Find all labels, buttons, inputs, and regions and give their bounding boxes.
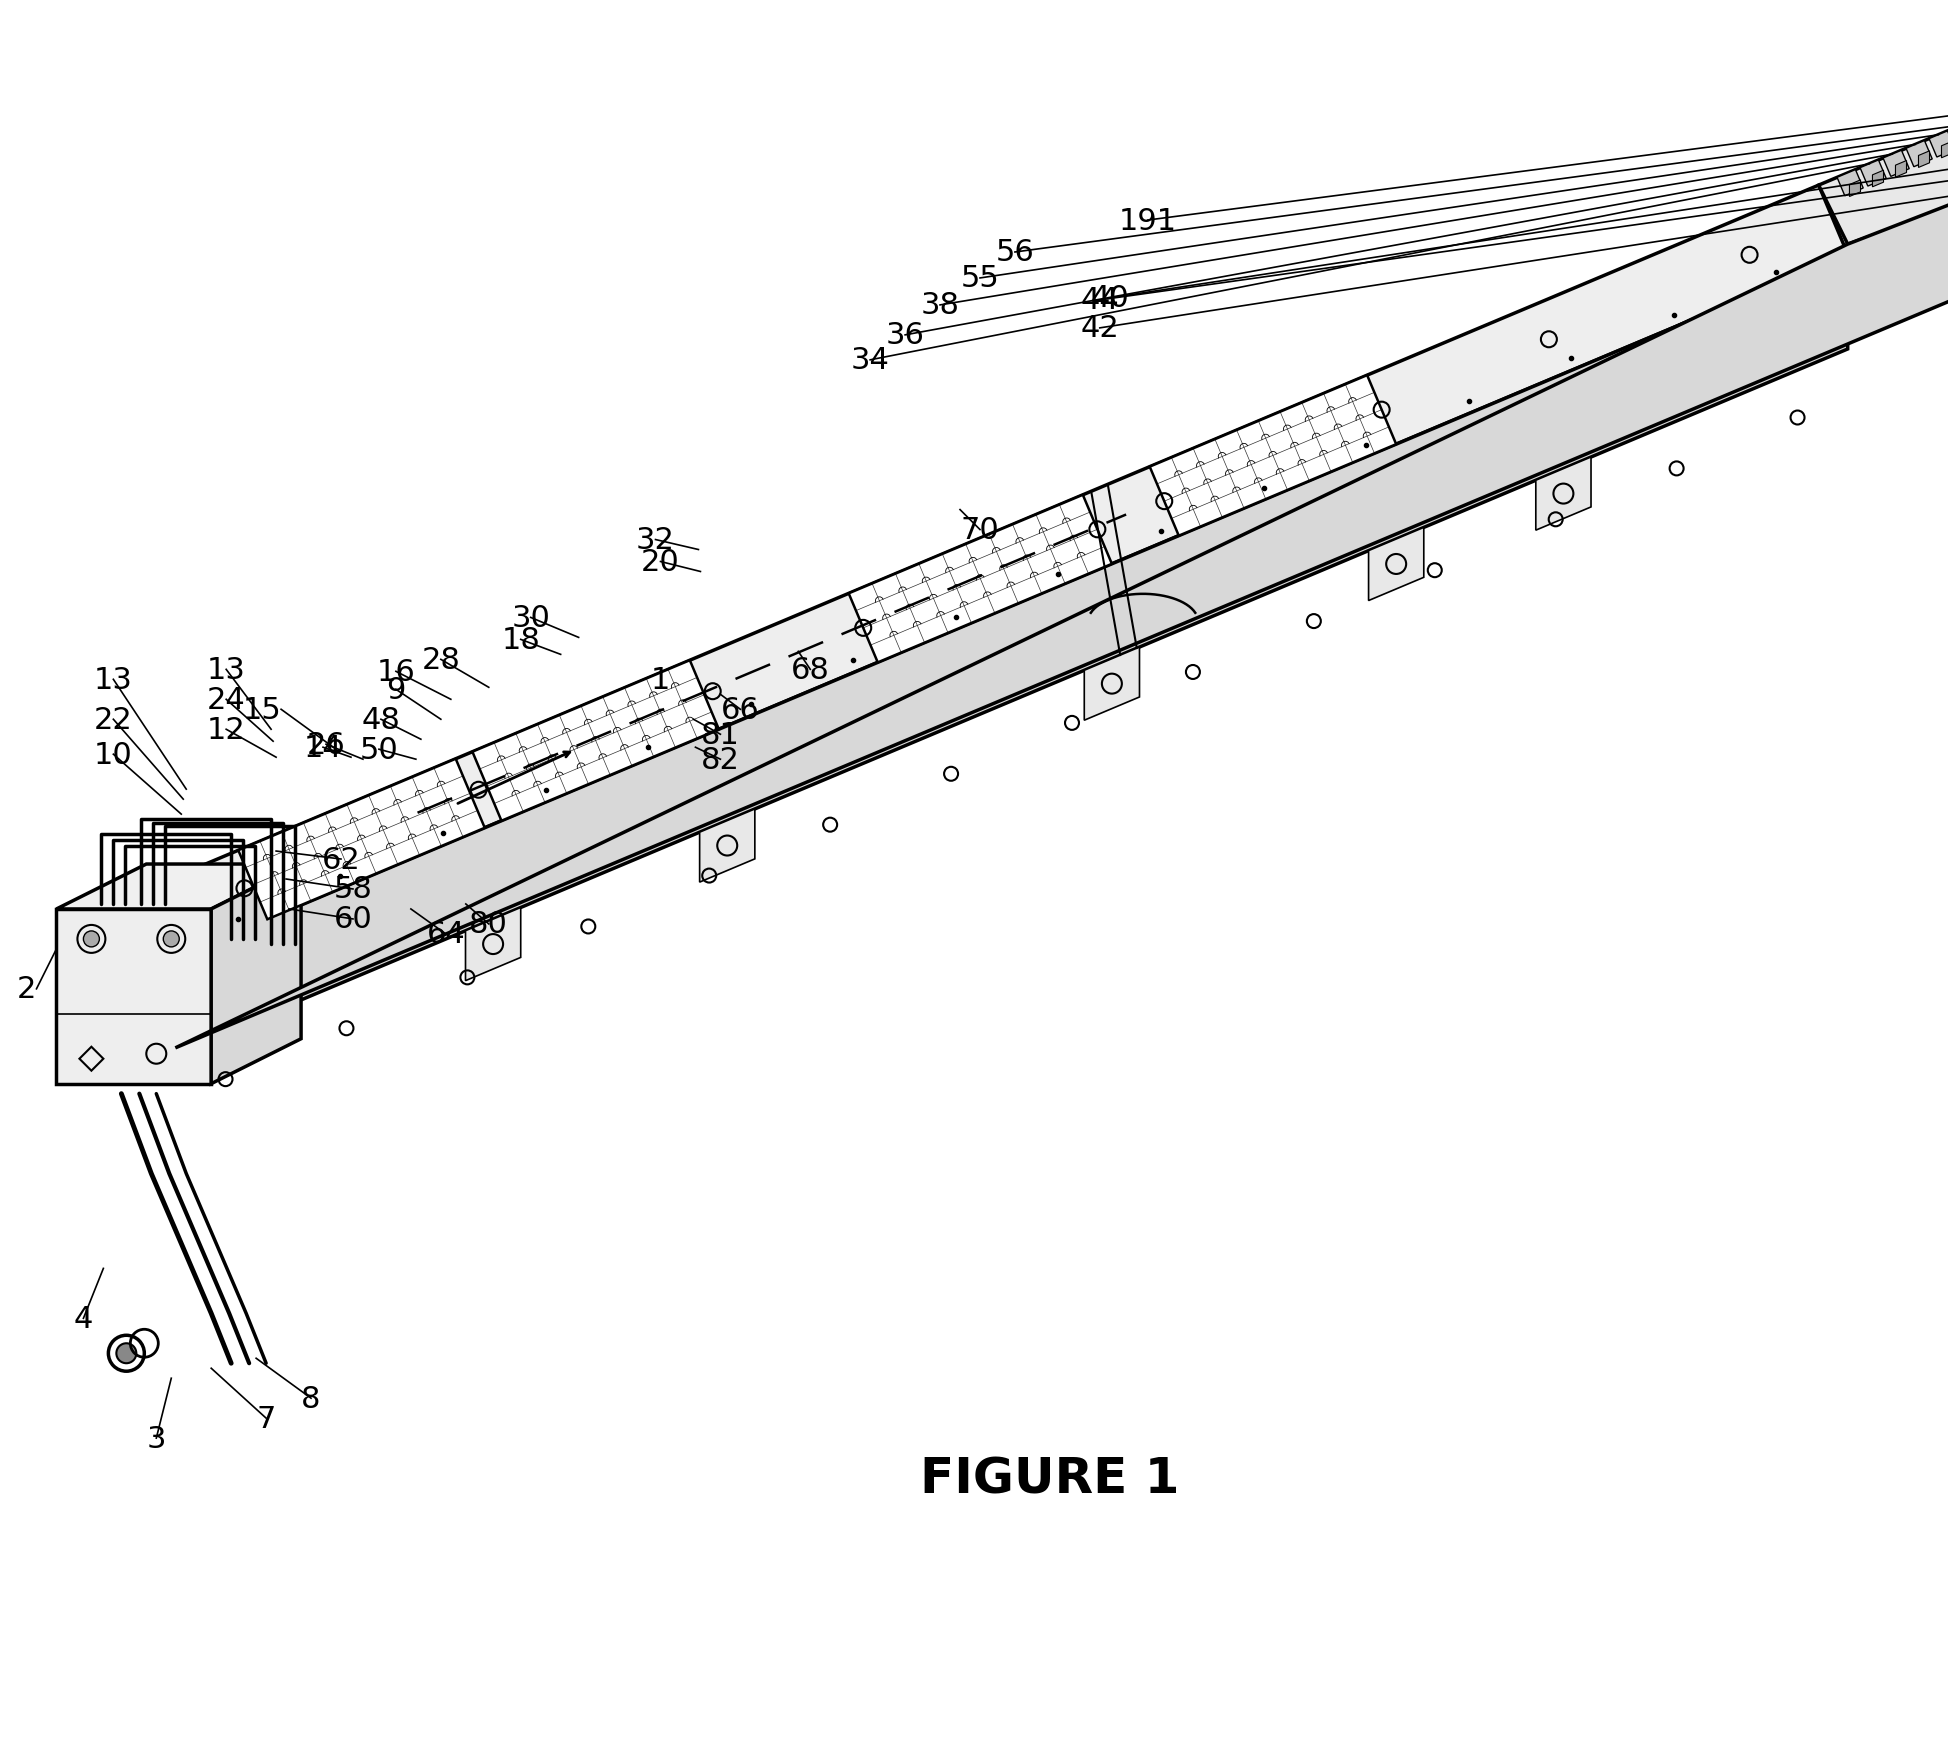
Polygon shape xyxy=(466,907,521,981)
Circle shape xyxy=(84,932,99,948)
Text: 4: 4 xyxy=(74,1304,94,1334)
Text: 64: 64 xyxy=(427,920,466,949)
Text: 44: 44 xyxy=(1080,286,1119,316)
Text: 60: 60 xyxy=(333,906,372,934)
Polygon shape xyxy=(1084,648,1139,721)
Text: 34: 34 xyxy=(850,346,889,376)
Polygon shape xyxy=(1929,132,1950,158)
Polygon shape xyxy=(1369,528,1424,602)
Text: 13: 13 xyxy=(207,655,246,684)
Polygon shape xyxy=(1895,161,1907,177)
Text: 26: 26 xyxy=(306,730,345,760)
Text: 9: 9 xyxy=(386,676,406,704)
Text: 20: 20 xyxy=(642,548,681,577)
Polygon shape xyxy=(700,809,755,883)
Text: 38: 38 xyxy=(920,291,959,319)
Text: 1: 1 xyxy=(651,665,671,695)
Text: 3: 3 xyxy=(146,1423,166,1453)
Circle shape xyxy=(117,1344,137,1364)
Text: 18: 18 xyxy=(501,625,540,655)
Text: 12: 12 xyxy=(207,716,246,744)
Text: 68: 68 xyxy=(792,655,829,684)
Text: 8: 8 xyxy=(302,1385,322,1413)
Text: 22: 22 xyxy=(94,706,133,734)
Text: 10: 10 xyxy=(94,741,133,769)
Text: 42: 42 xyxy=(1080,314,1119,344)
Polygon shape xyxy=(238,760,486,920)
Text: 28: 28 xyxy=(421,646,460,674)
Circle shape xyxy=(164,932,179,948)
Polygon shape xyxy=(1537,458,1591,530)
Text: 55: 55 xyxy=(961,265,998,293)
Text: 48: 48 xyxy=(361,706,400,734)
Text: 14: 14 xyxy=(304,734,343,762)
Polygon shape xyxy=(1884,151,1909,177)
Polygon shape xyxy=(1905,142,1932,168)
Polygon shape xyxy=(92,890,176,1076)
Polygon shape xyxy=(1860,161,1886,188)
Text: 36: 36 xyxy=(885,321,924,351)
Text: 30: 30 xyxy=(511,604,550,632)
Text: 50: 50 xyxy=(359,735,398,763)
Text: 58: 58 xyxy=(333,876,372,904)
Polygon shape xyxy=(57,909,211,1085)
Polygon shape xyxy=(1150,376,1396,537)
Polygon shape xyxy=(1872,170,1884,188)
Polygon shape xyxy=(57,865,300,909)
Text: 16: 16 xyxy=(376,658,415,686)
Text: 56: 56 xyxy=(996,239,1034,267)
Polygon shape xyxy=(1849,181,1860,197)
Polygon shape xyxy=(1942,142,1950,158)
Polygon shape xyxy=(848,495,1112,663)
Text: 13: 13 xyxy=(94,665,133,695)
Polygon shape xyxy=(146,186,1849,958)
Text: 62: 62 xyxy=(322,846,361,874)
Text: 24: 24 xyxy=(207,686,246,714)
Text: 66: 66 xyxy=(722,695,760,725)
Polygon shape xyxy=(472,662,720,821)
Text: 2: 2 xyxy=(18,974,37,1004)
Polygon shape xyxy=(176,254,1849,1053)
Polygon shape xyxy=(176,186,1950,1048)
Text: 40: 40 xyxy=(1090,284,1129,312)
Text: FIGURE 1: FIGURE 1 xyxy=(920,1455,1180,1502)
Text: 81: 81 xyxy=(700,720,739,749)
Text: 70: 70 xyxy=(961,516,998,544)
Polygon shape xyxy=(211,865,300,1085)
Text: 15: 15 xyxy=(242,695,281,725)
Polygon shape xyxy=(1837,170,1862,197)
Text: 191: 191 xyxy=(1119,207,1176,235)
Text: 80: 80 xyxy=(470,909,509,939)
Text: 7: 7 xyxy=(257,1404,275,1432)
Polygon shape xyxy=(1919,151,1929,168)
Polygon shape xyxy=(1819,123,1950,246)
Text: 32: 32 xyxy=(636,526,675,555)
Text: 82: 82 xyxy=(700,746,739,774)
